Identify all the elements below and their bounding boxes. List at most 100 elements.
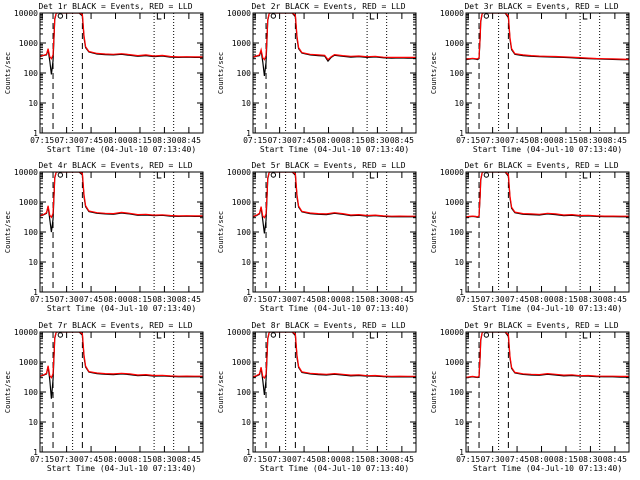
panel-title: Det 9r BLACK = Events, RED = LLD — [464, 321, 618, 330]
y-tick-label: 10 — [241, 258, 251, 267]
x-tick-label: 08:45 — [177, 295, 201, 304]
x-tick-label: 08:15 — [554, 136, 578, 145]
x-tick-label: 08:00 — [529, 136, 553, 145]
x-tick-label: 07:45 — [505, 295, 529, 304]
plot-frame — [252, 171, 417, 293]
y-axis-label: Counts/sec — [430, 371, 438, 413]
y-tick-label: 10 — [28, 258, 38, 267]
x-tick-label: 08:45 — [390, 295, 414, 304]
x-tick-label: 08:15 — [554, 295, 578, 304]
x-tick-label: 07:30 — [55, 295, 79, 304]
panel-det-1r: Det 1r BLACK = Events, RED = LLD 1 10 100 10… — [4, 2, 204, 154]
y-tick-label: 1000 — [232, 358, 251, 367]
y-axis-label: Counts/sec — [430, 211, 438, 253]
series-line-lld — [253, 13, 416, 61]
x-tick-label: 07:30 — [481, 136, 505, 145]
x-axis-label: Start Time (04-Jul-10 07:13:40) — [47, 464, 196, 473]
x-tick-label: 08:45 — [390, 136, 414, 145]
event-circle-marker — [483, 332, 490, 338]
plot-frame — [465, 331, 630, 453]
series-line-events — [40, 172, 203, 233]
event-circle-marker — [483, 13, 490, 19]
x-tick-label: 07:30 — [55, 136, 79, 145]
y-tick-label: 1000 — [232, 198, 251, 207]
x-tick-label: 08:30 — [365, 295, 389, 304]
plot-frame — [39, 331, 204, 453]
x-tick-label: 08:00 — [316, 295, 340, 304]
x-tick-label: 07:15 — [30, 455, 54, 464]
x-tick-label: 07:45 — [79, 136, 103, 145]
y-tick-label: 10000 — [14, 168, 38, 177]
panel-det-7r: Det 7r BLACK = Events, RED = LLD 1 10 100 10… — [4, 321, 204, 473]
y-tick-label: 100 — [450, 388, 465, 397]
bracket-marker — [582, 332, 588, 339]
panel-title: Det 6r BLACK = Events, RED = LLD — [464, 161, 618, 170]
series-line-lld — [40, 332, 203, 379]
panel-title: Det 2r BLACK = Events, RED = LLD — [251, 2, 405, 11]
y-tick-label: 10 — [241, 99, 251, 108]
series-line-lld — [466, 172, 629, 218]
x-tick-label: 07:30 — [268, 295, 292, 304]
y-tick-label: 10000 — [440, 9, 464, 18]
x-tick-label: 08:15 — [341, 455, 365, 464]
event-circle-marker — [57, 13, 64, 19]
x-tick-label: 08:45 — [603, 295, 627, 304]
x-tick-label: 08:15 — [128, 136, 152, 145]
x-tick-label: 07:15 — [243, 136, 267, 145]
panel-title: Det 7r BLACK = Events, RED = LLD — [38, 321, 192, 330]
series-line-events — [466, 13, 629, 61]
y-tick-label: 10 — [28, 418, 38, 427]
x-tick-label: 08:30 — [578, 295, 602, 304]
x-tick-label: 08:15 — [128, 455, 152, 464]
x-tick-label: 08:00 — [316, 455, 340, 464]
panel-title: Det 5r BLACK = Events, RED = LLD — [251, 161, 405, 170]
y-tick-label: 10000 — [227, 168, 251, 177]
x-tick-label: 08:30 — [152, 295, 176, 304]
x-tick-label: 08:00 — [316, 136, 340, 145]
x-tick-label: 07:45 — [79, 455, 103, 464]
x-tick-label: 08:00 — [103, 295, 127, 304]
series-line-events — [466, 172, 629, 218]
x-tick-label: 08:30 — [365, 136, 389, 145]
y-tick-label: 1 — [33, 448, 38, 457]
plot-frame — [39, 12, 204, 134]
x-tick-label: 08:45 — [603, 136, 627, 145]
x-tick-label: 07:45 — [292, 136, 316, 145]
x-tick-label: 07:45 — [292, 455, 316, 464]
x-tick-label: 08:45 — [177, 455, 201, 464]
x-tick-label: 07:30 — [481, 455, 505, 464]
x-tick-label: 08:00 — [103, 455, 127, 464]
y-tick-label: 100 — [450, 228, 465, 237]
plot-frame — [39, 171, 204, 293]
series-line-lld — [253, 332, 416, 380]
y-axis-label: Counts/sec — [217, 371, 225, 413]
bracket-marker — [156, 172, 162, 179]
x-tick-label: 07:15 — [456, 455, 480, 464]
bracket-marker — [156, 13, 162, 20]
bracket-marker — [369, 172, 375, 179]
series-line-events — [466, 332, 629, 379]
x-tick-label: 07:15 — [243, 455, 267, 464]
x-tick-label: 08:30 — [152, 455, 176, 464]
panel-title: Det 4r BLACK = Events, RED = LLD — [38, 161, 192, 170]
x-tick-label: 07:30 — [268, 455, 292, 464]
x-axis-label: Start Time (04-Jul-10 07:13:40) — [260, 464, 409, 473]
series-line-events — [253, 332, 416, 395]
series-line-events — [40, 13, 203, 75]
bracket-marker — [369, 332, 375, 339]
event-circle-marker — [270, 332, 277, 338]
y-tick-label: 10000 — [227, 328, 251, 337]
x-tick-label: 07:45 — [292, 295, 316, 304]
event-circle-marker — [483, 172, 490, 178]
x-tick-label: 08:30 — [578, 455, 602, 464]
x-tick-label: 07:30 — [55, 455, 79, 464]
y-tick-label: 10 — [454, 258, 464, 267]
x-tick-label: 07:30 — [268, 136, 292, 145]
x-tick-label: 07:15 — [456, 136, 480, 145]
y-tick-label: 1000 — [232, 39, 251, 48]
panel-det-5r: Det 5r BLACK = Events, RED = LLD 1 10 100 10… — [217, 161, 417, 313]
x-axis-label: Start Time (04-Jul-10 07:13:40) — [260, 145, 409, 154]
y-tick-label: 10 — [241, 418, 251, 427]
x-tick-label: 08:45 — [603, 455, 627, 464]
